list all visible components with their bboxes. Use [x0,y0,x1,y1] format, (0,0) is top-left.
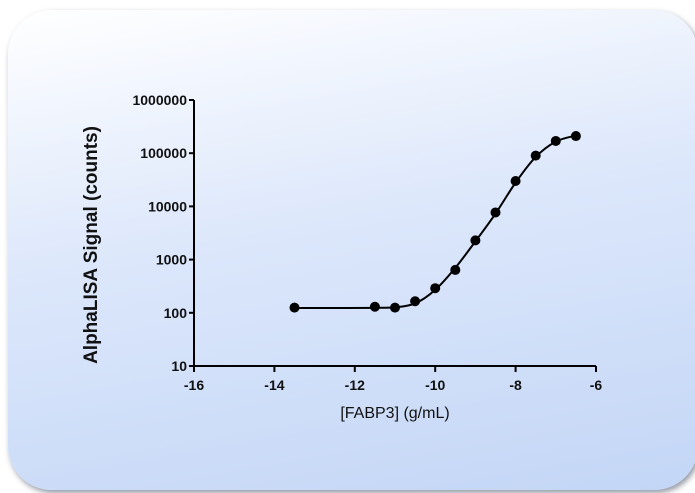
x-tick-label: -6 [590,377,603,393]
data-point [550,135,561,146]
y-tick-label: 10 [171,358,187,374]
chart-card [8,10,695,490]
data-point [369,301,380,312]
x-tick-label: -16 [184,377,204,393]
x-tick-label: -10 [425,377,445,393]
y-tick-label: 1000 [156,252,187,268]
data-point [470,235,481,246]
x-axis-ticks: -16 -14 -12 -10 -8 -6 [184,366,603,393]
data-point [390,302,400,313]
data-point [289,302,300,313]
y-tick-label: 100000 [140,145,187,161]
axes [193,100,596,367]
data-point [490,207,501,218]
data-point [570,131,581,142]
data-points [289,131,581,313]
data-point [450,264,461,275]
data-point [530,150,541,161]
y-axis-title: AlphaLISA Signal (counts) [81,126,102,364]
y-tick-label: 1000000 [132,92,187,108]
data-point [410,296,421,307]
x-tick-label: -8 [509,377,522,393]
y-axis-ticks: 10 100 1000 10000 100000 1000000 [132,92,194,374]
x-tick-label: -14 [264,377,284,393]
fit-curve [294,134,577,310]
x-tick-label: -12 [345,377,365,393]
data-point [510,176,521,187]
y-tick-label: 10000 [148,198,187,214]
data-point [430,283,441,294]
y-tick-label: 100 [164,305,188,321]
x-axis-title: [FABP3] (g/mL) [340,405,449,422]
